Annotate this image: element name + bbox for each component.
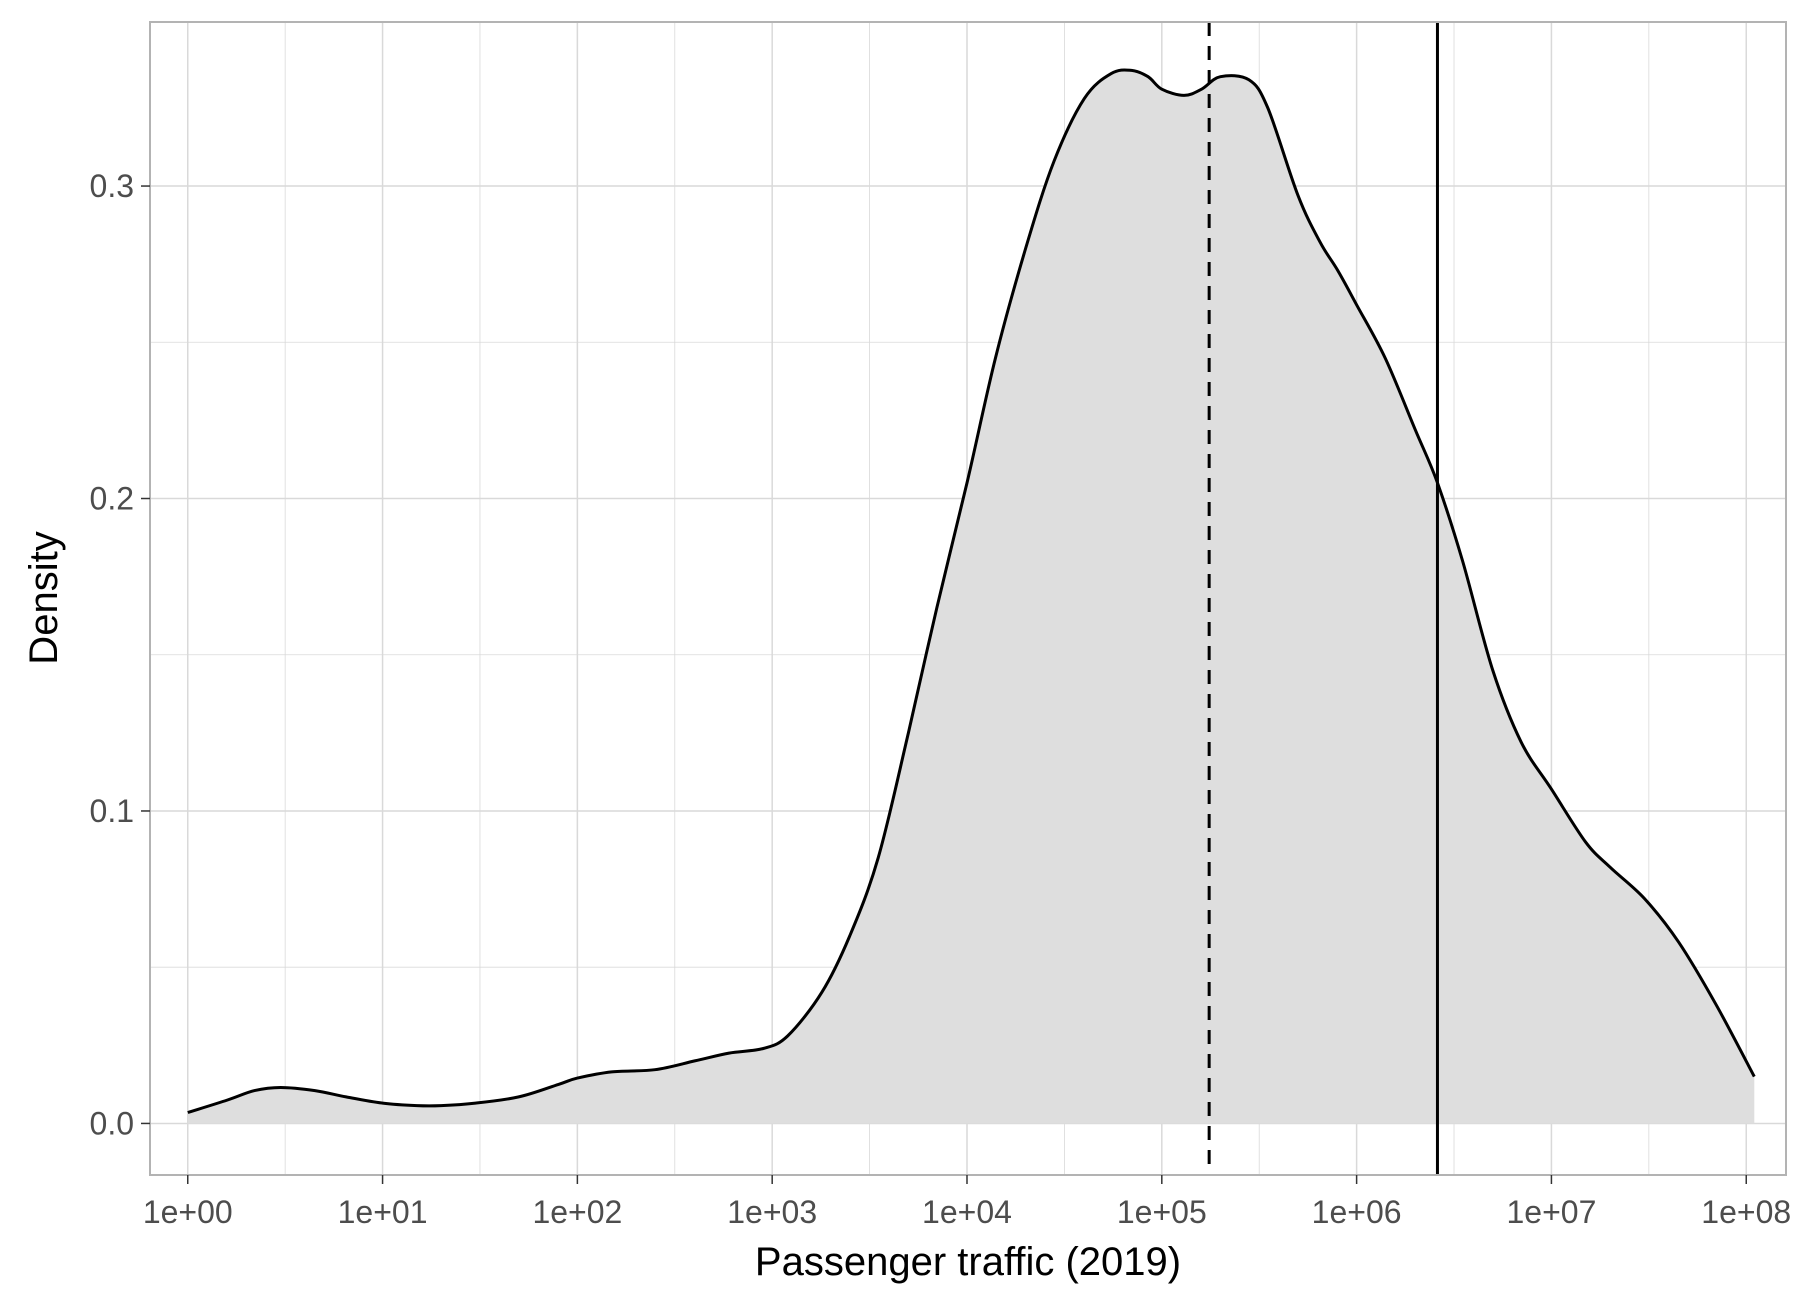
x-tick-label: 1e+03 [727,1194,817,1230]
x-axis-ticks: 1e+00 1e+01 1e+02 1e+03 1e+04 1e+05 1e+06 1e+07… [143,1175,1791,1230]
density-area [187,68,1756,1124]
y-tick-label: 0.2 [90,481,134,517]
x-axis-title: Passenger traffic (2019) [755,1240,1181,1284]
x-tick-label: 1e+07 [1506,1194,1596,1230]
x-tick-label: 1e+01 [338,1194,428,1230]
y-axis-title: Density [22,531,66,664]
density-line [187,68,1756,1114]
density-fill [187,69,1755,1124]
reference-lines [1207,22,1439,1175]
x-tick-label: 1e+04 [922,1194,1012,1230]
y-axis-ticks: 0.0 0.1 0.2 0.3 [90,168,150,1141]
y-tick-label: 0.0 [90,1105,134,1141]
x-tick-label: 1e+02 [532,1194,622,1230]
x-tick-label: 1e+06 [1312,1194,1402,1230]
y-tick-label: 0.1 [90,793,134,829]
x-tick-label: 1e+00 [143,1194,233,1230]
x-tick-label: 1e+08 [1701,1194,1791,1230]
y-tick-label: 0.3 [90,168,134,204]
x-tick-label: 1e+05 [1117,1194,1207,1230]
panel-border [149,21,1787,1176]
